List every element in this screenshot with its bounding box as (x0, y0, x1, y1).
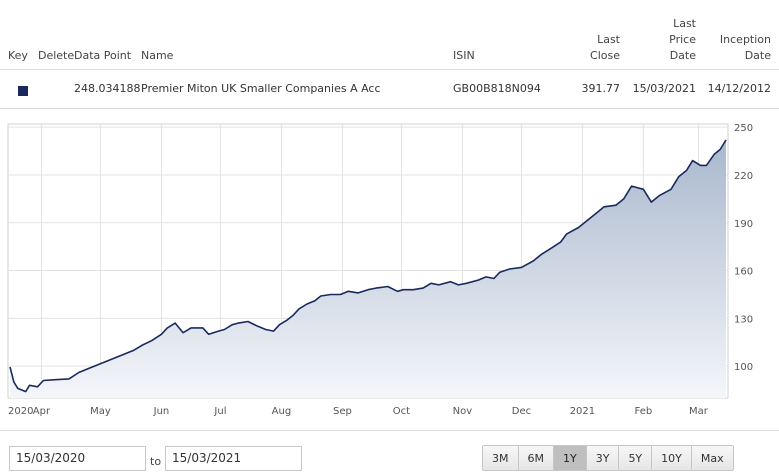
series-area (10, 139, 726, 398)
x-tick-label: Mar (689, 406, 709, 417)
x-tick-label: May (90, 406, 111, 417)
performance-chart: 2020 Apr May Jun Jul Aug Sep Oct Nov Dec 2021 Feb Ma… (0, 118, 779, 423)
x-tick-label: Dec (512, 406, 531, 417)
x-tick-label: Nov (453, 406, 473, 417)
header-last-close-line1: Last (597, 33, 620, 46)
range-selector: 3M 6M 1Y 3Y 5Y 10Y Max (482, 445, 734, 471)
range-button-6m[interactable]: 6M (518, 446, 554, 470)
series-line (9, 139, 727, 393)
row-isin: GB00B818N094 (453, 82, 541, 95)
header-key: Key (8, 49, 28, 62)
x-tick-label: 2020 (8, 406, 33, 417)
x-tick-label: Sep (333, 406, 352, 417)
x-tick-label: Aug (272, 406, 292, 417)
x-tick-label: Feb (635, 406, 653, 417)
header-inception-date-line2: Date (744, 49, 771, 62)
header-inception-date-line1: Inception (719, 33, 771, 46)
range-button-3y[interactable]: 3Y (586, 446, 620, 470)
row-divider (0, 108, 779, 109)
controls-divider (0, 430, 779, 431)
header-delete: Delete (38, 49, 75, 62)
header-last-price-date-line1: Last (673, 17, 696, 30)
header-last-price-date-line3: Date (669, 49, 696, 62)
table-header: Key Delete Data Point Name ISIN Last Clo… (0, 0, 779, 70)
row-inception-date: 14/12/2012 (707, 82, 771, 95)
row-data-point: 248.034188 (74, 82, 141, 95)
to-label: to (150, 455, 162, 468)
row-last-close: 391.77 (581, 82, 621, 95)
header-data-point: Data Point (74, 49, 132, 62)
range-button-max[interactable]: Max (691, 446, 733, 470)
to-date-input[interactable]: 15/03/2021 (165, 446, 302, 471)
y-tick-label: 130 (734, 314, 753, 325)
y-tick-label: 190 (734, 219, 753, 230)
y-tick-label: 160 (734, 267, 753, 278)
x-tick-label: Jul (213, 406, 226, 417)
x-tick-label: 2021 (570, 406, 595, 417)
header-last-close-line2: Close (590, 49, 620, 62)
range-button-1y[interactable]: 1Y (554, 446, 587, 470)
range-button-10y[interactable]: 10Y (652, 446, 692, 470)
x-tick-label: Jun (153, 406, 170, 417)
x-tick-label: Apr (33, 406, 51, 417)
range-button-3m[interactable]: 3M (483, 446, 519, 470)
from-date-input[interactable]: 15/03/2020 (9, 446, 146, 471)
series-key-swatch (18, 86, 28, 96)
y-tick-label: 220 (734, 171, 753, 182)
row-name: Premier Miton UK Smaller Companies A Acc (141, 82, 381, 95)
range-button-5y[interactable]: 5Y (619, 446, 653, 470)
x-tick-label: Oct (393, 406, 410, 417)
y-tick-label: 100 (734, 362, 753, 373)
header-name: Name (141, 49, 174, 62)
header-isin: ISIN (453, 49, 475, 62)
row-last-price-date: 15/03/2021 (632, 82, 696, 95)
y-tick-label: 250 (734, 123, 753, 134)
chart-svg: 2020 Apr May Jun Jul Aug Sep Oct Nov Dec 2021 Feb Ma… (7, 123, 753, 417)
header-divider (0, 69, 779, 70)
header-last-price-date-line2: Price (669, 33, 696, 46)
